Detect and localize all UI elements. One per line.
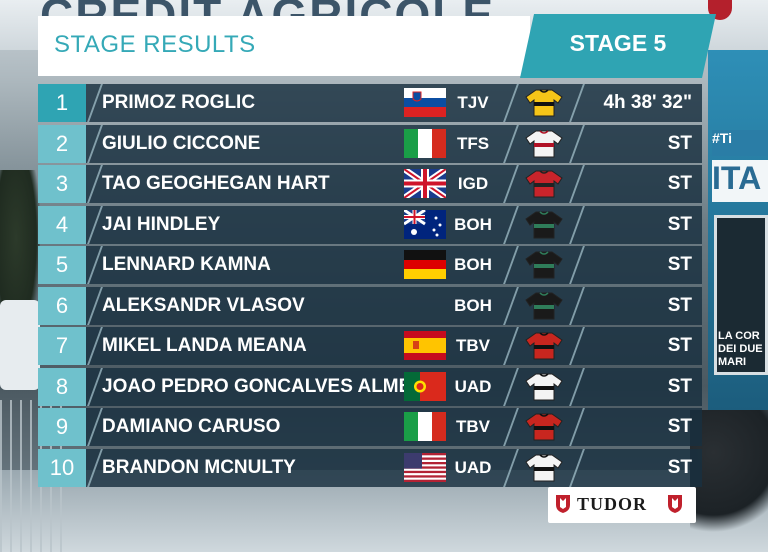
finish-time: 4h 38' 32": [603, 92, 692, 113]
position-number: 7: [38, 327, 86, 365]
row-bar: [86, 84, 702, 122]
usa-flag-icon: [404, 452, 446, 482]
page-title: STAGE RESULTS: [54, 31, 256, 58]
position-number: 2: [38, 124, 86, 163]
side-ita: ITA: [712, 160, 768, 202]
result-row: 1 PRIMOZ ROGLIC TJV 4h 38' 32": [38, 84, 702, 122]
rider-name: TAO GEOGHEGAN HART: [102, 173, 330, 194]
side-sign: [714, 215, 768, 375]
row-bar: [86, 246, 702, 284]
position-number: 1: [38, 84, 86, 122]
position-number: 6: [38, 286, 86, 325]
australia-flag-icon: [404, 209, 446, 239]
finish-time: ST: [667, 173, 692, 194]
tudor-shield-icon: [668, 495, 682, 513]
rider-name: JAI HINDLEY: [102, 213, 221, 235]
finish-time: ST: [667, 132, 692, 154]
bahrain-victorious-jersey-icon: [524, 412, 564, 442]
bora-hansgrohe-jersey-icon: [524, 291, 564, 321]
result-row: 5 LENNARD KAMNA BOH ST: [38, 246, 702, 284]
team-code: TFS: [456, 133, 490, 153]
portugal-flag-icon: [404, 371, 446, 401]
crowd: [690, 410, 768, 552]
team-code: TBV: [456, 336, 490, 355]
row-bar: [86, 205, 702, 244]
result-row: 9 DAMIANO CARUSO TBV ST: [38, 408, 702, 446]
slovenia-flag-icon: [404, 88, 446, 117]
header-panel: [38, 16, 530, 76]
bora-hansgrohe-jersey-icon: [524, 250, 564, 280]
finish-time: ST: [667, 375, 692, 397]
team-code: BOH: [454, 214, 492, 234]
side-tag: #Ti: [712, 130, 768, 156]
tudor-logo-text: TUDOR: [577, 494, 648, 514]
united-kingdom-flag-icon: [404, 169, 446, 198]
result-row: 7 MIKEL LANDA MEANA TBV ST: [38, 327, 702, 365]
team-code: TBV: [456, 417, 490, 436]
team-code: UAD: [454, 376, 492, 396]
stage-label: STAGE 5: [569, 30, 667, 56]
row-bar: [86, 327, 702, 365]
finish-time: ST: [667, 213, 692, 235]
finish-time: ST: [667, 294, 692, 316]
empty-flag: [404, 291, 446, 320]
rider-name: DAMIANO CARUSO: [102, 416, 281, 437]
team-code: IGD: [457, 174, 489, 193]
uae-emirates-jersey-icon: [524, 453, 564, 483]
row-bar: [86, 367, 702, 406]
finish-time: ST: [667, 335, 692, 356]
result-row: 10 BRANDON MCNULTY UAD ST: [38, 448, 702, 487]
row-bar: [86, 165, 702, 203]
team-code: BOH: [454, 295, 492, 315]
rider-name: LENNARD KAMNA: [102, 254, 271, 275]
bahrain-victorious-jersey-icon: [524, 331, 564, 361]
stage-panel: [520, 14, 716, 78]
row-bar: [86, 408, 702, 446]
ineos-jersey-icon: [524, 169, 564, 199]
van: [0, 300, 40, 390]
tudor-shield-icon: [556, 495, 570, 513]
spain-flag-icon: [404, 331, 446, 360]
finish-time: ST: [667, 254, 692, 275]
team-code: TJV: [457, 93, 489, 112]
uae-emirates-jersey-icon: [524, 372, 564, 402]
team-code: UAD: [454, 457, 492, 477]
row-bar: [86, 124, 702, 163]
position-number: 3: [38, 165, 86, 203]
result-row: 6 ALEKSANDR VLASOV BOH ST: [38, 286, 702, 325]
rider-name: BRANDON MCNULTY: [102, 456, 296, 478]
italy-flag-icon: [404, 412, 446, 441]
jumbo-visma-jersey-icon: [524, 88, 564, 118]
row-bar: [86, 448, 702, 487]
position-number: 8: [38, 367, 86, 406]
bora-hansgrohe-jersey-icon: [524, 210, 564, 240]
trek-segafredo-jersey-icon: [524, 129, 564, 159]
result-row: 3 TAO GEOGHEGAN HART IGD ST: [38, 165, 702, 203]
position-number: 5: [38, 246, 86, 284]
result-row: 4 JAI HINDLEY BOH ST: [38, 205, 702, 244]
result-row: 2 GIULIO CICCONE TFS ST: [38, 124, 702, 163]
row-bar: [86, 286, 702, 325]
result-row: 8 JOAO PEDRO GONCALVES ALMEIDA UAD ST: [38, 367, 702, 406]
team-code: BOH: [454, 255, 492, 274]
position-number: 4: [38, 205, 86, 244]
rider-name: MIKEL LANDA MEANA: [102, 335, 307, 356]
side-sign-text: LA COR DEI DUE MARI: [718, 330, 763, 368]
position-number: 9: [38, 408, 86, 446]
rider-name: ALEKSANDR VLASOV: [102, 294, 305, 316]
germany-flag-icon: [404, 250, 446, 279]
finish-time: ST: [667, 416, 692, 437]
finish-time: ST: [667, 456, 692, 478]
rider-name: GIULIO CICCONE: [102, 132, 261, 154]
rider-name: PRIMOZ ROGLIC: [102, 92, 256, 113]
position-number: 10: [38, 448, 86, 487]
italy-flag-icon: [404, 128, 446, 158]
rider-name: JOAO PEDRO GONCALVES ALMEIDA: [102, 375, 445, 397]
